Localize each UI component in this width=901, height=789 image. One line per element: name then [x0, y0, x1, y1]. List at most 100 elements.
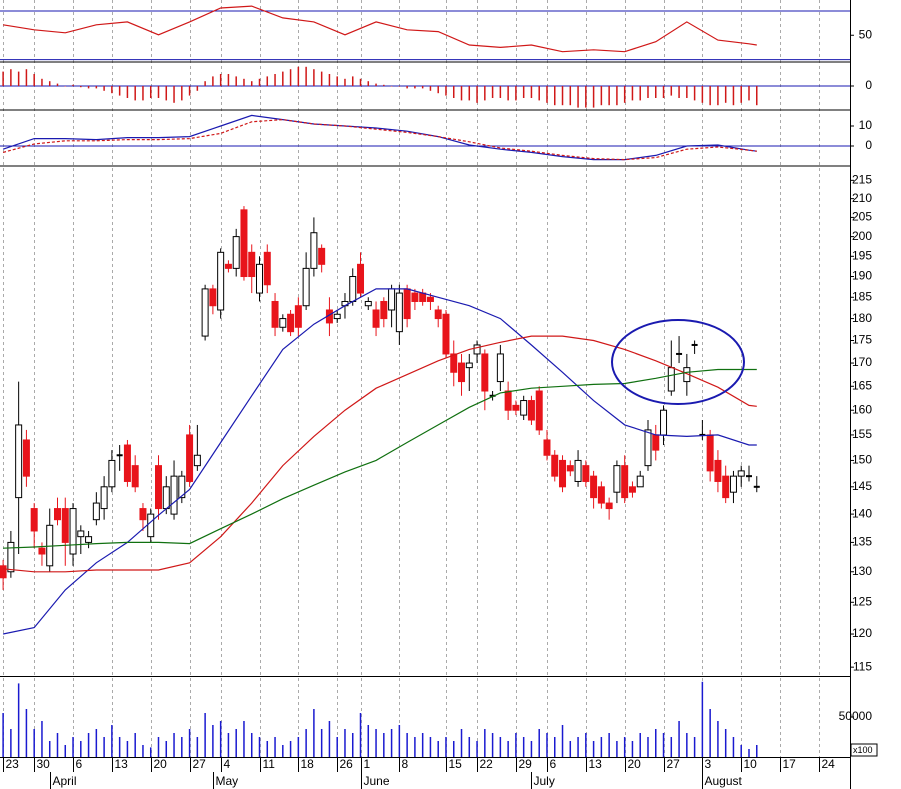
bar: [72, 737, 74, 757]
candle-body: [465, 362, 473, 369]
candle-body: [667, 367, 675, 392]
bar: [274, 74, 276, 86]
bar: [460, 86, 463, 101]
bar: [647, 86, 649, 98]
bar: [569, 741, 572, 757]
bar: [546, 733, 548, 757]
x-tick-label: 6: [550, 757, 557, 771]
bar: [600, 86, 603, 106]
bar: [522, 86, 525, 98]
line-series: [3, 368, 757, 549]
bar: [118, 737, 121, 757]
bar: [538, 729, 540, 757]
candle-body: [458, 362, 466, 383]
candle-body: [279, 318, 287, 328]
bar: [476, 86, 478, 103]
bar: [336, 76, 338, 86]
candle-body: [209, 288, 217, 307]
grid: [3, 0, 820, 757]
bar: [48, 81, 51, 86]
bar: [468, 737, 471, 757]
candle-body: [131, 465, 139, 488]
y-tick-label: 150: [852, 453, 872, 467]
candle-body: [450, 353, 458, 373]
bar: [111, 86, 113, 94]
candle-body: [302, 267, 310, 307]
bar: [577, 737, 579, 757]
bar: [662, 86, 665, 98]
y-tick-label: 0: [865, 138, 872, 152]
candle-body: [535, 390, 543, 431]
bar: [639, 86, 641, 101]
bar: [585, 733, 587, 757]
bar: [64, 86, 67, 87]
candle-body: [232, 236, 240, 269]
bar: [592, 86, 595, 108]
bar: [639, 733, 641, 757]
bar: [212, 725, 214, 757]
bar: [390, 86, 393, 87]
bar: [111, 725, 113, 757]
bar: [732, 737, 735, 757]
bar: [80, 86, 82, 88]
candle-body: [551, 454, 559, 477]
line-series: [3, 335, 757, 573]
candle-body: [442, 313, 450, 355]
candle-body: [69, 508, 77, 555]
candle-body: [566, 465, 574, 472]
candle-body: [706, 434, 714, 472]
bar: [515, 86, 517, 101]
candle-body: [621, 465, 629, 499]
bar: [693, 737, 696, 757]
y-tick-label: 145: [852, 479, 872, 493]
candle-body: [147, 513, 155, 538]
bar: [2, 71, 4, 86]
candle-body: [61, 508, 69, 543]
bar: [282, 745, 284, 757]
bar: [41, 721, 43, 757]
bar: [616, 86, 618, 106]
bar: [390, 729, 393, 757]
candle-body: [737, 470, 745, 477]
candle-body: [504, 390, 512, 411]
bar: [289, 69, 292, 86]
bar: [452, 86, 455, 98]
bar: [530, 86, 533, 98]
candle-body: [582, 465, 590, 482]
candle-body: [7, 541, 15, 573]
bar: [328, 74, 331, 86]
x-tick-label: 29: [519, 757, 533, 771]
bar: [328, 721, 331, 757]
bar: [515, 733, 517, 757]
bar: [80, 741, 82, 757]
x-tick-label: 13: [115, 757, 129, 771]
x-tick-label: 10: [744, 757, 758, 771]
month-label: June: [364, 774, 390, 788]
bar: [670, 86, 673, 96]
bar: [732, 86, 735, 106]
marks: [0, 5, 850, 757]
y-tick-label: 125: [852, 594, 872, 608]
bar: [165, 86, 168, 101]
candle-body: [186, 434, 194, 482]
bar: [204, 713, 206, 757]
candle-body: [85, 536, 93, 543]
bar: [709, 709, 711, 757]
bar: [188, 86, 191, 96]
bar: [87, 86, 90, 89]
bar: [608, 733, 610, 757]
candle-body: [395, 292, 403, 333]
candle-body: [559, 459, 567, 488]
y-tick-label: 155: [852, 427, 872, 441]
bar: [165, 741, 168, 757]
candle-body: [357, 263, 365, 294]
bar: [64, 745, 67, 757]
bar: [460, 729, 463, 757]
line-series: [2, 114, 757, 161]
bar: [266, 76, 269, 86]
bar: [173, 86, 175, 103]
bar: [17, 71, 20, 86]
bar: [72, 84, 74, 86]
candle-body: [248, 251, 256, 278]
x-tick-label: 27: [667, 757, 681, 771]
